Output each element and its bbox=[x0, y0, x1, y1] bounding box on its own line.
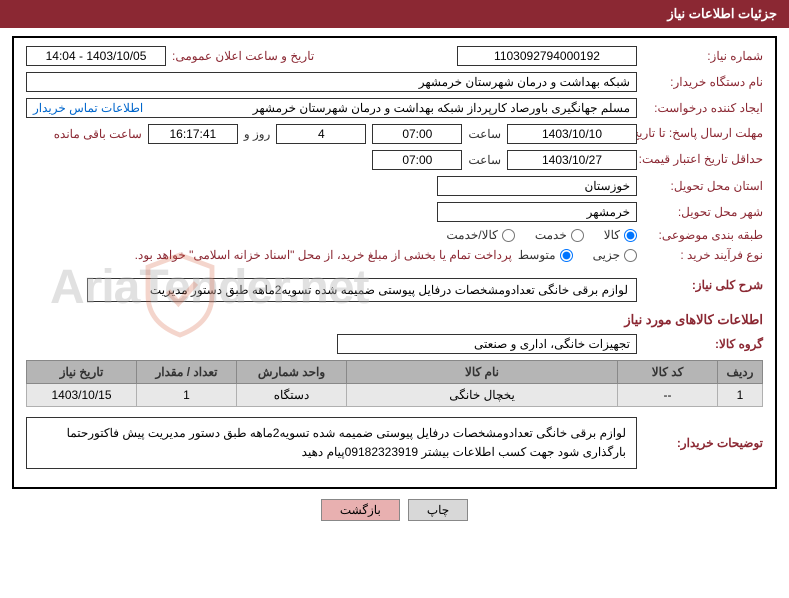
buyer-note-label: توضیحات خریدار: bbox=[643, 436, 763, 450]
payment-note: پرداخت تمام یا بخشی از مبلغ خرید، از محل… bbox=[26, 248, 512, 262]
th-qty: تعداد / مقدار bbox=[137, 361, 237, 384]
cat-goods-label: کالا bbox=[604, 228, 620, 242]
requester-text: مسلم جهانگیری باورصاد کارپرداز شبکه بهدا… bbox=[143, 101, 630, 115]
category-label: طبقه بندی موضوعی: bbox=[643, 228, 763, 242]
button-row: چاپ بازگشت bbox=[0, 499, 789, 521]
items-table: ردیف کد کالا نام کالا واحد شمارش تعداد /… bbox=[26, 360, 763, 407]
time-label-1: ساعت bbox=[468, 127, 501, 141]
province-field[interactable] bbox=[437, 176, 637, 196]
th-unit: واحد شمارش bbox=[237, 361, 347, 384]
cell-date: 1403/10/15 bbox=[27, 384, 137, 407]
buyer-contact-link[interactable]: اطلاعات تماس خریدار bbox=[33, 101, 143, 115]
announce-datetime-label: تاریخ و ساعت اعلان عمومی: bbox=[172, 49, 314, 63]
cell-qty: 1 bbox=[137, 384, 237, 407]
province-label: استان محل تحویل: bbox=[643, 179, 763, 193]
validity-time-field[interactable] bbox=[372, 150, 462, 170]
need-number-label: شماره نیاز: bbox=[643, 49, 763, 63]
requester-field: مسلم جهانگیری باورصاد کارپرداز شبکه بهدا… bbox=[26, 98, 637, 118]
city-label: شهر محل تحویل: bbox=[643, 205, 763, 219]
cell-name: یخچال خانگی bbox=[347, 384, 618, 407]
validity-date-field[interactable] bbox=[507, 150, 637, 170]
validity-label: حداقل تاریخ اعتبار قیمت: تا تاریخ: bbox=[643, 152, 763, 168]
days-and-label: روز و bbox=[244, 127, 271, 141]
back-button[interactable]: بازگشت bbox=[321, 499, 400, 521]
goods-group-label: گروه کالا: bbox=[643, 337, 763, 351]
deadline-time-field[interactable] bbox=[372, 124, 462, 144]
announce-datetime-field[interactable] bbox=[26, 46, 166, 66]
proc-medium-radio[interactable] bbox=[560, 249, 573, 262]
details-panel: شماره نیاز: تاریخ و ساعت اعلان عمومی: نا… bbox=[12, 36, 777, 489]
buyer-note-box: لوازم برقی خانگی تعدادومشخصات درفایل پیو… bbox=[26, 417, 637, 469]
th-row: ردیف bbox=[718, 361, 763, 384]
requester-label: ایجاد کننده درخواست: bbox=[643, 101, 763, 115]
deadline-date-field[interactable] bbox=[507, 124, 637, 144]
city-field[interactable] bbox=[437, 202, 637, 222]
proc-partial-radio[interactable] bbox=[624, 249, 637, 262]
cell-code: -- bbox=[618, 384, 718, 407]
goods-group-field[interactable] bbox=[337, 334, 637, 354]
cell-unit: دستگاه bbox=[237, 384, 347, 407]
page-header: جزئیات اطلاعات نیاز bbox=[0, 0, 789, 28]
th-name: نام کالا bbox=[347, 361, 618, 384]
table-row: 1 -- یخچال خانگی دستگاه 1 1403/10/15 bbox=[27, 384, 763, 407]
process-label: نوع فرآیند خرید : bbox=[643, 248, 763, 262]
remaining-label: ساعت باقی مانده bbox=[54, 127, 142, 141]
need-desc-label: شرح کلی نیاز: bbox=[643, 278, 763, 292]
cat-goods-radio[interactable] bbox=[624, 229, 637, 242]
need-number-field[interactable] bbox=[457, 46, 637, 66]
cat-service-radio[interactable] bbox=[571, 229, 584, 242]
cat-goods-service-label: کالا/خدمت bbox=[446, 228, 497, 242]
page-title: جزئیات اطلاعات نیاز bbox=[667, 6, 777, 21]
cat-goods-service-radio[interactable] bbox=[502, 229, 515, 242]
cell-row: 1 bbox=[718, 384, 763, 407]
category-radio-group: کالا خدمت کالا/خدمت bbox=[446, 228, 637, 242]
need-desc-box: لوازم برقی خانگی تعدادومشخصات درفایل پیو… bbox=[87, 278, 637, 302]
time-remaining-field[interactable] bbox=[148, 124, 238, 144]
proc-medium-label: متوسط bbox=[518, 248, 556, 262]
proc-partial-label: جزیی bbox=[593, 248, 620, 262]
process-radio-group: جزیی متوسط bbox=[518, 248, 637, 262]
buyer-org-field[interactable] bbox=[26, 72, 637, 92]
print-button[interactable]: چاپ bbox=[408, 499, 468, 521]
deadline-label: مهلت ارسال پاسخ: تا تاریخ: bbox=[643, 126, 763, 142]
th-code: کد کالا bbox=[618, 361, 718, 384]
days-remaining-field[interactable] bbox=[276, 124, 366, 144]
items-section-label: اطلاعات کالاهای مورد نیاز bbox=[26, 312, 763, 328]
buyer-org-label: نام دستگاه خریدار: bbox=[643, 75, 763, 89]
time-label-2: ساعت bbox=[468, 153, 501, 167]
cat-service-label: خدمت bbox=[535, 228, 567, 242]
th-date: تاریخ نیاز bbox=[27, 361, 137, 384]
